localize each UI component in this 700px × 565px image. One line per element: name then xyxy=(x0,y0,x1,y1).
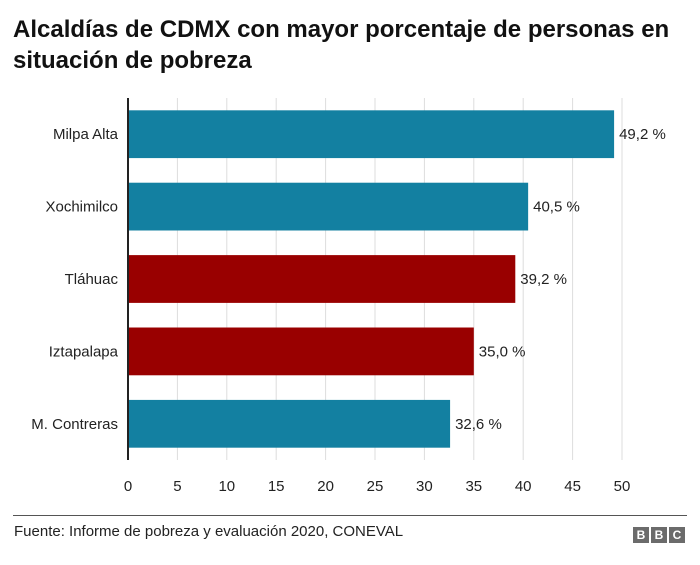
value-label: 40,5 % xyxy=(533,199,580,216)
x-tick-label: 30 xyxy=(416,478,433,495)
bbc-logo-letter: C xyxy=(669,527,685,543)
bbc-logo: B B C xyxy=(633,527,685,543)
x-tick-label: 15 xyxy=(268,478,285,495)
chart-title: Alcaldías de CDMX con mayor porcentaje d… xyxy=(13,16,670,74)
x-tick-label: 20 xyxy=(317,478,334,495)
category-label: Tláhuac xyxy=(65,271,119,288)
value-label: 49,2 % xyxy=(619,126,666,143)
x-tick-label: 0 xyxy=(124,478,132,495)
value-label: 32,6 % xyxy=(455,416,502,433)
value-label: 39,2 % xyxy=(520,271,567,288)
bar xyxy=(128,327,474,376)
x-tick-label: 40 xyxy=(515,478,532,495)
value-label: 35,0 % xyxy=(479,343,526,360)
category-labels: Milpa Alta Xochimilco Tláhuac Iztapalapa M. … xyxy=(31,126,118,433)
category-label: Iztapalapa xyxy=(49,343,119,360)
x-axis-ticks: 0 5 10 15 20 25 30 35 40 45 50 xyxy=(124,478,631,495)
value-labels: 49,2 % 40,5 % 39,2 % 35,0 % 32,6 % xyxy=(455,126,666,433)
category-label: Milpa Alta xyxy=(53,126,119,143)
bar-chart: Milpa Alta Xochimilco Tláhuac Iztapalapa M. … xyxy=(31,98,666,495)
bar xyxy=(128,182,529,231)
x-tick-label: 35 xyxy=(465,478,482,495)
source-note: Fuente: Informe de pobreza y evaluación … xyxy=(14,523,404,540)
x-tick-label: 25 xyxy=(367,478,384,495)
x-tick-label: 45 xyxy=(564,478,581,495)
category-label: M. Contreras xyxy=(31,416,118,433)
x-tick-label: 10 xyxy=(218,478,235,495)
bar xyxy=(128,110,615,159)
bbc-logo-letter: B xyxy=(651,527,667,543)
x-tick-label: 50 xyxy=(614,478,631,495)
footer-divider xyxy=(13,515,687,516)
bars xyxy=(128,110,615,448)
bbc-logo-letter: B xyxy=(633,527,649,543)
category-label: Xochimilco xyxy=(45,199,118,216)
bar xyxy=(128,399,451,448)
bar xyxy=(128,255,516,303)
x-tick-label: 5 xyxy=(173,478,181,495)
